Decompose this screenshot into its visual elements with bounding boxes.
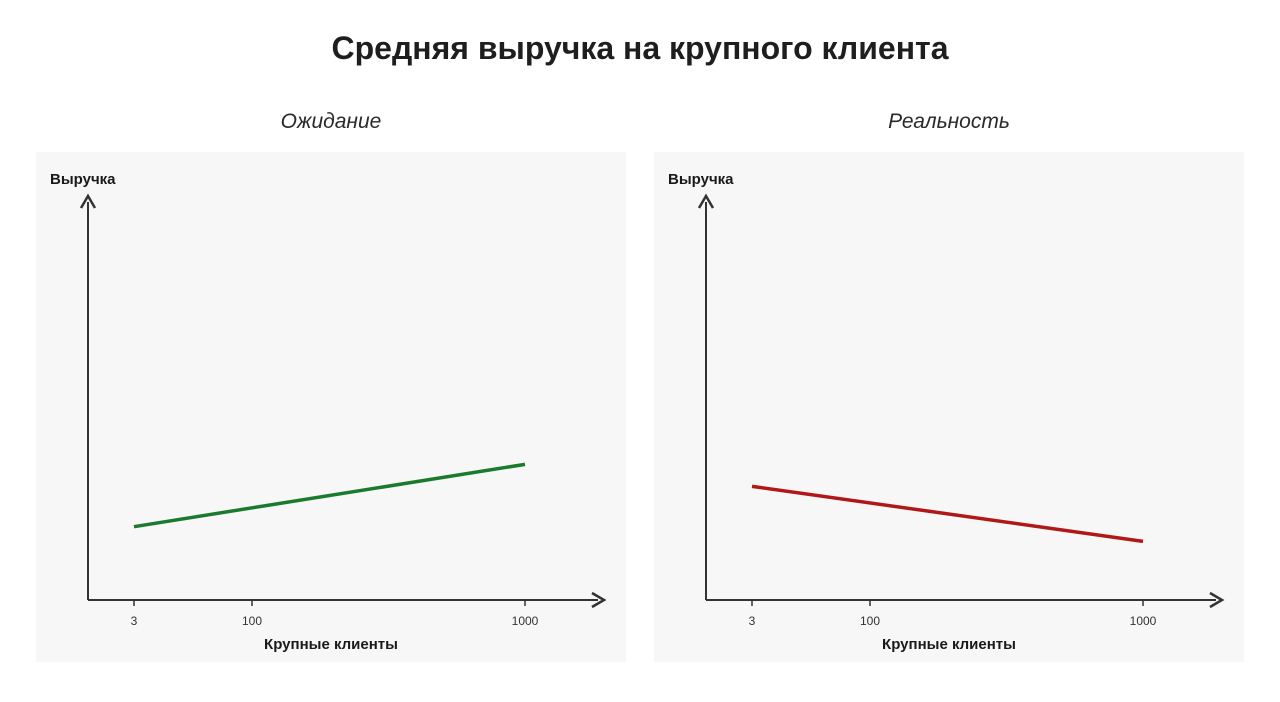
y-axis-arrow-icon: [79, 193, 97, 209]
x-axis-arrow-icon: [1209, 591, 1225, 609]
x-axis-title: Крупные клиенты: [264, 636, 398, 653]
series-line: [133, 462, 526, 529]
panel-title-expectation: Ожидание: [280, 110, 382, 133]
panel-title-reality: Реальность: [888, 110, 1010, 133]
x-axis-title: Крупные клиенты: [882, 636, 1016, 653]
chart-svg-reality: Выручка 3 100 1000 Крупные клиенты: [668, 171, 1225, 653]
x-tick-label: 3: [749, 614, 756, 628]
chart-panel-expectation: Выручка 3 100 1000 Крупные клиенты: [36, 152, 626, 662]
chart-main-title: Средняя выручка на крупного клиента: [331, 30, 949, 66]
x-tick-label: 100: [860, 614, 880, 628]
y-axis-title: Выручка: [50, 171, 116, 188]
x-axis-arrow-icon: [591, 591, 607, 609]
x-tick-label: 1000: [512, 614, 539, 628]
series-line: [751, 484, 1144, 544]
y-axis-title: Выручка: [668, 171, 734, 188]
x-tick-label: 3: [131, 614, 138, 628]
x-tick-label: 100: [242, 614, 262, 628]
chart-panel-reality: Выручка 3 100 1000 Крупные клиенты: [654, 152, 1244, 662]
x-tick-label: 1000: [1130, 614, 1157, 628]
y-axis-arrow-icon: [697, 193, 715, 209]
chart-svg-expectation: Выручка 3 100 1000 Крупные клиенты: [50, 171, 607, 653]
